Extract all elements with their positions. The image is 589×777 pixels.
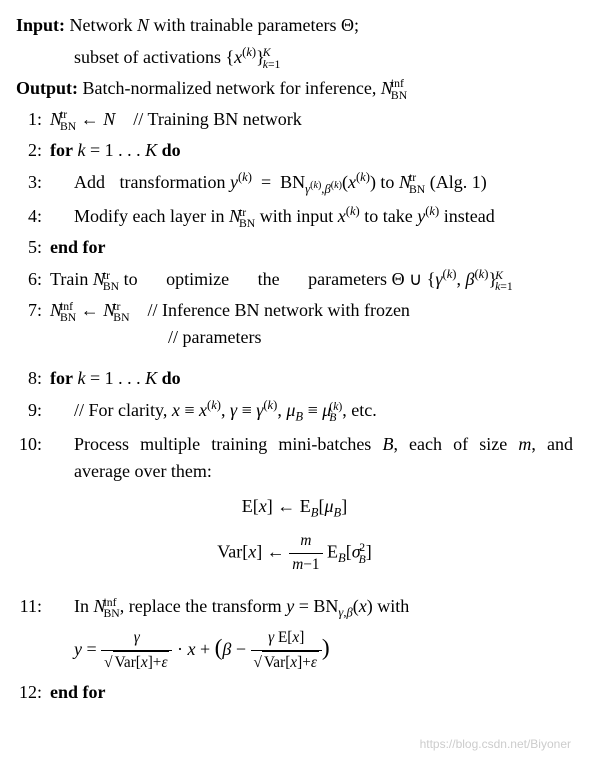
step-body: for k = 1 . . . K do [50, 365, 573, 392]
step-number: 9: [16, 397, 50, 424]
input-label: Input: [16, 15, 65, 35]
step-2: 2: for k = 1 . . . K do [16, 137, 573, 164]
step-11: 11: In NinfBN, replace the transform y =… [16, 593, 573, 674]
step-3: 3: Add transformation y(k) = BNγ(k),β(k)… [16, 168, 573, 198]
step-number: 10: [16, 431, 50, 458]
step-body: Modify each layer in NtrBN with input x(… [50, 202, 573, 230]
step-4: 4: Modify each layer in NtrBN with input… [16, 202, 573, 230]
formula-variance: Var[x] ← mm−1 EB[σ2B] [16, 530, 573, 577]
step-body: Train NtrBN to optimize the parameters Θ… [50, 265, 573, 293]
step-6: 6: Train NtrBN to optimize the parameter… [16, 265, 573, 293]
step-number: 12: [16, 679, 50, 706]
step-number: 5: [16, 234, 50, 261]
step-body: for k = 1 . . . K do [50, 137, 573, 164]
input-desc-2: subset of activations {x(k)}Kk=1 [74, 47, 280, 67]
step-body: end for [50, 234, 573, 261]
step-number: 6: [16, 266, 50, 293]
step-body: NinfBN ← NtrBN // Inference BN network w… [50, 297, 573, 351]
step-12: 12: end for [16, 679, 573, 706]
input-line-2: subset of activations {x(k)}Kk=1 [16, 43, 573, 71]
step-number: 7: [16, 297, 50, 324]
step-number: 4: [16, 203, 50, 230]
step-number: 2: [16, 137, 50, 164]
step-9: 9: // For clarity, x ≡ x(k), γ ≡ γ(k), μ… [16, 396, 573, 426]
step-body: In NinfBN, replace the transform y = BNγ… [50, 593, 573, 674]
step-number: 8: [16, 365, 50, 392]
step-5: 5: end for [16, 234, 573, 261]
step-10: 10: Process multiple training mini-batch… [16, 431, 573, 485]
formula-expectation: E[x] ← EB[μB] [16, 493, 573, 522]
step-body: Process multiple training mini-batches B… [50, 431, 573, 485]
step-number: 11: [16, 593, 50, 620]
step-body: end for [50, 679, 573, 706]
step-number: 3: [16, 169, 50, 196]
output-label: Output: [16, 78, 78, 98]
step-body: NtrBN ← N // Training BN network [50, 106, 573, 133]
step-number: 1: [16, 106, 50, 133]
step-1: 1: NtrBN ← N // Training BN network [16, 106, 573, 133]
step-body: Add transformation y(k) = BNγ(k),β(k)(x(… [50, 168, 573, 198]
input-desc-1: Network N with trainable parameters Θ; [70, 15, 359, 35]
output-line: Output: Batch-normalized network for inf… [16, 75, 573, 102]
step-7: 7: NinfBN ← NtrBN // Inference BN networ… [16, 297, 573, 351]
input-line-1: Input: Network N with trainable paramete… [16, 12, 573, 39]
watermark-text: https://blog.csdn.net/Biyoner [420, 735, 571, 753]
output-desc: Batch-normalized network for inference, … [83, 78, 408, 98]
step-body: // For clarity, x ≡ x(k), γ ≡ γ(k), μB ≡… [50, 396, 573, 426]
step-8: 8: for k = 1 . . . K do [16, 365, 573, 392]
